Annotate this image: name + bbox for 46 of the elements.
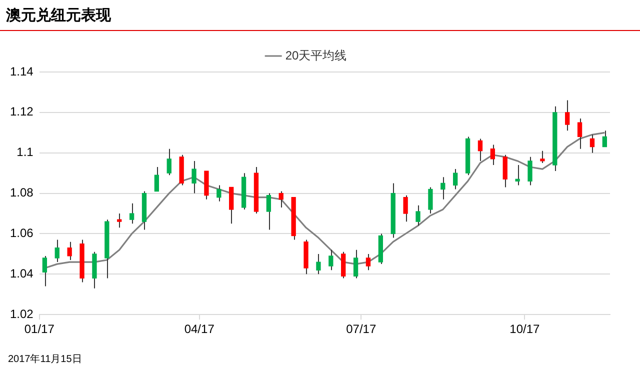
candlestick — [565, 100, 570, 132]
y-tick-label: 1.08 — [10, 186, 34, 200]
text: 2017年11月15日 — [8, 353, 82, 366]
chart-title: 澳元兑纽元表现 — [6, 6, 111, 25]
candlestick — [67, 241, 72, 261]
candlestick — [54, 239, 60, 263]
candlestick — [316, 253, 321, 275]
candlestick — [366, 253, 371, 271]
candlestick — [216, 184, 222, 202]
candlestick — [341, 251, 346, 279]
candlestick — [117, 213, 122, 228]
candlestick — [403, 194, 408, 222]
candlestick — [515, 164, 520, 186]
y-tick-label: 1.02 — [10, 306, 34, 321]
candlestick — [416, 204, 420, 226]
y-tick-label: 1.04 — [10, 266, 34, 280]
candlestick — [353, 249, 358, 279]
x-tick-label: 04/17 — [184, 322, 215, 336]
candlestick — [328, 249, 334, 271]
candlestick — [453, 168, 458, 190]
candlestick — [229, 186, 234, 224]
candlestick — [266, 192, 272, 230]
y-tick-label: 1.14 — [10, 64, 34, 78]
candlestick — [154, 166, 160, 192]
y-tick-label: 1.12 — [10, 104, 34, 119]
candlestick — [490, 144, 495, 166]
x-tick-label: 07/17 — [346, 322, 376, 336]
candlestick — [502, 154, 508, 188]
candlestick — [428, 186, 433, 214]
candlestick — [440, 176, 446, 200]
legend-label: 20天平均线 — [285, 48, 347, 62]
candlestick — [166, 148, 172, 176]
candlestick — [590, 134, 595, 154]
candlestick — [577, 118, 582, 150]
y-tick-label: 1.1 — [16, 145, 34, 160]
candlestick — [478, 138, 483, 162]
candlestick — [129, 202, 134, 224]
candlestick — [42, 255, 48, 287]
x-tick-label: 10/17 — [510, 322, 540, 336]
candlestick — [278, 190, 284, 208]
candlestick — [192, 160, 196, 194]
candlestick — [528, 156, 532, 186]
candlestick — [602, 130, 607, 148]
y-tick-label: 1.06 — [10, 226, 34, 240]
candlestick — [540, 150, 545, 164]
x-tick-label: 01/17 — [24, 322, 55, 336]
